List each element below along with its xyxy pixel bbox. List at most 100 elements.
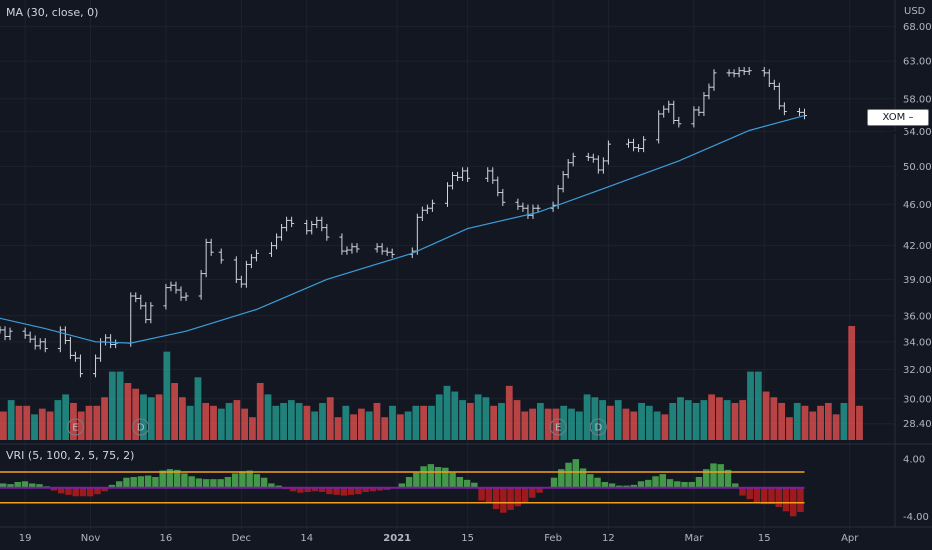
ohlc-bar <box>781 102 787 116</box>
volume-bars <box>0 326 863 440</box>
volume-bar <box>638 402 645 440</box>
vri-bar <box>86 487 94 497</box>
time-axis-label: Mar <box>684 533 704 544</box>
ohlc-bar <box>62 326 68 345</box>
price-axis-label: 39.00 <box>903 275 932 286</box>
vri-bar <box>130 477 137 488</box>
volume-bar <box>824 402 832 440</box>
volume-bar <box>179 397 186 440</box>
volume-bar <box>856 405 863 440</box>
time-axis-label: 15 <box>758 533 771 544</box>
vri-bar <box>123 477 130 488</box>
price-tag-symbol: XOM <box>882 112 906 123</box>
vri-bar <box>289 487 297 492</box>
volume-bar <box>723 400 731 440</box>
vri-bar <box>355 487 362 495</box>
volume-bar <box>684 400 692 440</box>
ohlc-bar <box>485 167 491 182</box>
ma-legend[interactable]: MA (30, close, 0) <box>6 6 99 19</box>
time-axis-label: 15 <box>461 533 474 544</box>
vri-legend[interactable]: VRI (5, 100, 2, 5, 75, 2) <box>6 449 135 462</box>
price-tag-separator: – <box>908 112 914 123</box>
vri-bar <box>14 482 21 488</box>
ohlc-bar <box>570 152 576 167</box>
vri-bar <box>645 479 652 488</box>
vri-bar <box>195 478 203 488</box>
volume-bar <box>7 400 15 440</box>
vri-bar <box>652 476 659 488</box>
volume-bar <box>295 402 303 440</box>
ohlc-bar <box>37 338 43 350</box>
volume-bar <box>537 402 544 440</box>
ohlc-bar <box>525 204 531 219</box>
vri-bar <box>427 464 435 488</box>
volume-bar <box>116 371 124 440</box>
ohlc-bar <box>349 243 355 254</box>
event-marker[interactable]: D <box>132 418 150 436</box>
vri-bar <box>210 479 217 488</box>
volume-bar <box>311 411 319 440</box>
volume-bar <box>474 394 482 440</box>
volume-bar <box>490 405 498 440</box>
time-axis-label: Apr <box>841 533 859 544</box>
volume-bar <box>793 402 801 440</box>
ohlc-bar <box>279 223 285 241</box>
event-marker[interactable]: E <box>66 418 84 436</box>
event-marker[interactable]: E <box>549 418 567 436</box>
ohlc-bar <box>666 100 672 113</box>
vri-bar <box>500 487 507 513</box>
vri-bar <box>326 487 333 495</box>
vri-bar <box>601 482 609 488</box>
vri-bar <box>0 483 7 488</box>
vri-bar <box>463 479 471 488</box>
volume-bar <box>708 394 715 440</box>
ohlc-bar <box>143 302 149 324</box>
vri-bar <box>782 487 790 512</box>
vri-bar <box>260 477 268 488</box>
volume-bar <box>529 408 536 440</box>
vri-bar <box>674 481 681 488</box>
event-marker[interactable]: D <box>589 418 607 436</box>
volume-bar <box>459 400 466 440</box>
volume-bar <box>645 405 653 440</box>
time-axis-label: 14 <box>300 533 313 544</box>
volume-bar <box>622 408 630 440</box>
vri-bar <box>637 481 645 488</box>
vri-bar <box>224 477 232 488</box>
ohlc-bar <box>565 159 571 179</box>
volume-bar <box>264 394 272 440</box>
volume-bar <box>770 397 778 440</box>
ohlc-bar <box>339 233 345 255</box>
vri-bar <box>456 477 464 488</box>
event-marker-circle <box>589 418 607 436</box>
vri-bar <box>7 484 14 488</box>
time-axis-label: Feb <box>544 533 562 544</box>
vri-histogram <box>0 459 805 517</box>
vri-bar <box>202 479 210 488</box>
vri-bar <box>797 487 804 512</box>
vri-bar <box>710 463 717 488</box>
volume-bar <box>544 408 552 440</box>
ohlc-bar <box>691 106 697 128</box>
ohlc-bar <box>72 351 78 362</box>
ohlc-bar <box>324 223 330 241</box>
vri-bar <box>485 487 493 504</box>
vri-bar <box>739 487 746 496</box>
volume-bar <box>155 394 163 440</box>
vri-bar <box>529 487 536 498</box>
volume-bar <box>381 417 389 440</box>
volume-bar <box>778 402 786 440</box>
price-axis-label: 28.40 <box>903 419 932 430</box>
ohlc-bar <box>600 157 606 174</box>
ohlc-bar <box>133 292 139 303</box>
vri-bar <box>449 472 456 488</box>
ohlc-bar <box>605 140 611 165</box>
event-marker-letter: E <box>72 423 78 434</box>
ohlc-bar <box>163 283 169 310</box>
volume-bar <box>747 371 754 440</box>
vri-bar <box>565 462 572 488</box>
ohlc-bar <box>243 260 249 288</box>
ohlc-bar <box>585 152 591 161</box>
